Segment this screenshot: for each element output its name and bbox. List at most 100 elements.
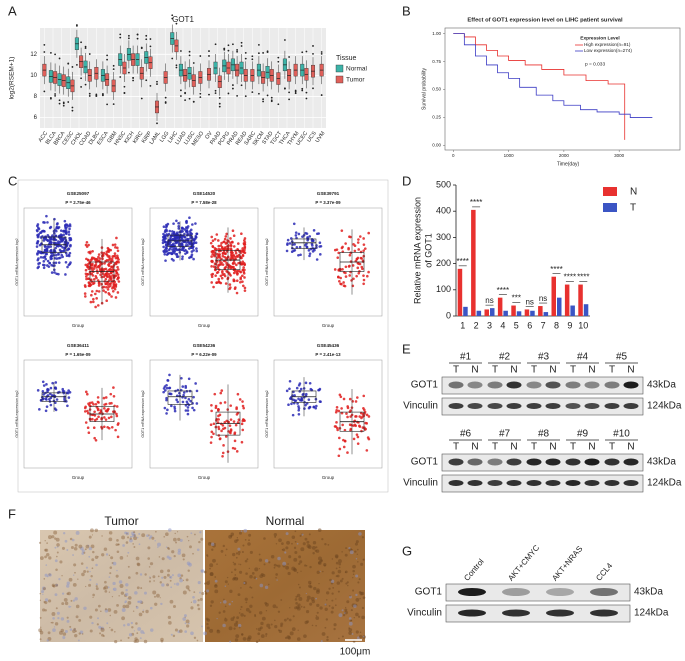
tissue-speckle — [171, 574, 174, 577]
outlier — [232, 84, 234, 86]
dot — [307, 398, 311, 401]
dot — [308, 254, 311, 258]
tissue-speckle — [255, 640, 259, 644]
tissue-speckle — [361, 615, 365, 620]
dot — [166, 234, 169, 237]
panel-letter: D — [402, 173, 411, 188]
tissue-speckle — [224, 618, 228, 622]
tissue-speckle — [275, 576, 277, 579]
tissue-speckle — [278, 538, 282, 543]
tissue-speckle — [58, 578, 61, 581]
dot — [285, 389, 289, 393]
tissue-speckle — [143, 591, 147, 595]
tissue-speckle — [172, 634, 176, 638]
dot — [83, 410, 87, 413]
lane-label: T — [492, 365, 498, 376]
y-tick-label: 400 — [436, 206, 451, 216]
dot — [236, 392, 240, 396]
dot — [231, 256, 235, 260]
dot — [46, 394, 50, 397]
dot — [353, 249, 357, 253]
dot — [288, 242, 292, 245]
tissue-speckle — [45, 564, 48, 566]
dot — [111, 274, 114, 277]
dot — [235, 450, 239, 453]
tissue-speckle — [47, 631, 51, 635]
tissue-speckle — [197, 599, 200, 602]
dot — [228, 283, 232, 286]
tissue-speckle — [230, 532, 235, 536]
dot — [190, 255, 193, 259]
dot — [237, 242, 240, 245]
y-tick-label: 8 — [34, 94, 38, 100]
tissue-speckle — [92, 596, 94, 599]
outlier — [218, 97, 221, 99]
tissue-speckle — [177, 537, 181, 541]
tissue-speckle — [319, 570, 321, 572]
outlier — [236, 94, 239, 97]
dot — [61, 387, 65, 391]
x-tick-label: 5 — [514, 320, 519, 330]
tissue-speckle — [193, 591, 196, 593]
tissue-speckle — [95, 587, 99, 591]
dot — [173, 251, 176, 255]
tissue-speckle — [46, 542, 48, 544]
tissue-speckle — [131, 626, 134, 629]
dot — [182, 391, 186, 394]
outlier — [43, 90, 46, 93]
dot — [90, 290, 94, 293]
dot — [53, 386, 57, 390]
tissue-speckle — [41, 590, 44, 594]
tissue-speckle — [153, 580, 155, 582]
tissue-speckle — [261, 616, 266, 621]
dot — [235, 263, 238, 267]
tissue-speckle — [321, 538, 324, 541]
dot — [55, 272, 58, 276]
tissue-speckle — [85, 566, 89, 569]
dot — [295, 386, 299, 390]
tissue-speckle — [203, 631, 207, 636]
blot-band — [584, 381, 600, 389]
tissue-speckle — [56, 551, 59, 554]
dot — [224, 235, 228, 238]
tissue-speckle — [263, 563, 266, 566]
dot — [166, 252, 170, 256]
tissue-speckle — [182, 617, 186, 621]
dot — [367, 415, 371, 418]
dot — [293, 394, 296, 397]
dot — [97, 265, 101, 268]
dot — [348, 274, 352, 277]
dot — [116, 423, 120, 426]
tissue-speckle — [276, 564, 279, 567]
tissue-speckle — [81, 633, 84, 635]
tissue-speckle — [297, 583, 300, 586]
tissue-speckle — [40, 626, 42, 628]
dot — [297, 253, 300, 257]
dot — [65, 223, 69, 227]
tissue-speckle — [209, 604, 213, 607]
tissue-speckle — [352, 564, 356, 569]
tissue-speckle — [309, 585, 313, 589]
dot — [185, 400, 189, 404]
tissue-speckle — [108, 537, 113, 542]
tissue-speckle — [354, 550, 357, 553]
dot — [162, 232, 165, 236]
dot — [309, 247, 313, 251]
tissue-speckle — [331, 599, 334, 602]
outlier — [95, 93, 98, 96]
dot — [167, 248, 171, 252]
tissue-speckle — [91, 558, 95, 562]
tissue-speckle — [286, 540, 290, 545]
tissue-speckle — [216, 629, 219, 632]
dot — [211, 259, 214, 263]
tissue-speckle — [316, 603, 320, 608]
outlier — [214, 43, 217, 46]
tissue-speckle — [231, 571, 233, 574]
dot — [339, 395, 343, 399]
blot-band — [448, 403, 464, 409]
dot — [217, 277, 221, 281]
dot — [223, 237, 227, 241]
outlier — [184, 99, 187, 101]
dot — [94, 439, 98, 442]
outlier — [80, 86, 82, 88]
